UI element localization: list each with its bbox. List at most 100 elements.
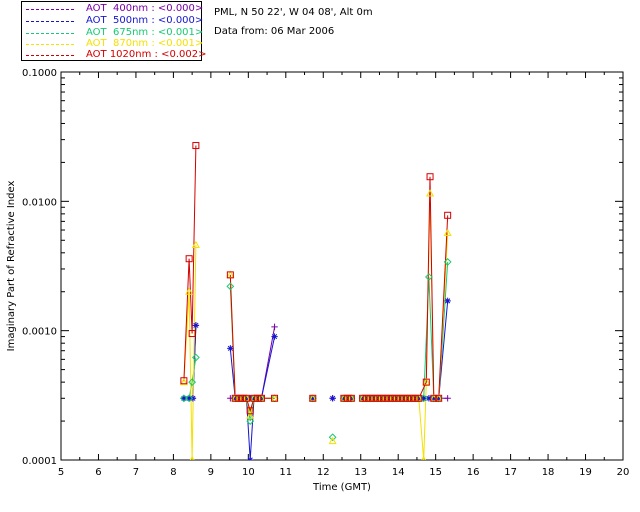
data-point (226, 282, 235, 291)
data-point (381, 394, 389, 402)
data-point (309, 394, 317, 402)
data-point (328, 433, 337, 442)
legend-label: AOT 870nm : <0.001> (86, 38, 204, 49)
data-point (444, 395, 451, 402)
x-tick-label: 20 (617, 467, 630, 478)
data-point (370, 394, 378, 402)
legend-line (26, 21, 74, 22)
plot-frame (60, 71, 624, 461)
data-point (185, 287, 194, 295)
legend-line (26, 44, 74, 45)
x-tick-label: 9 (208, 467, 214, 478)
data-point (180, 377, 188, 385)
y-tick-label: 0.0100 (22, 197, 57, 208)
data-point (309, 395, 316, 402)
x-tick-label: 6 (95, 467, 101, 478)
series-group (179, 142, 452, 460)
legend-item: AOT 500nm : <0.000> (26, 15, 204, 27)
data-point (415, 394, 423, 402)
y-tick-label: 0.1000 (22, 68, 57, 79)
data-point (435, 395, 442, 402)
data-point (340, 394, 348, 402)
data-point (231, 394, 239, 402)
x-tick-label: 17 (504, 467, 517, 478)
data-point (362, 394, 370, 402)
series-line (183, 145, 197, 381)
x-tick-label: 15 (429, 467, 442, 478)
y-axis-title: Imaginary Part of Refractive Index (6, 181, 17, 352)
data-point (226, 271, 234, 279)
data-point (359, 394, 367, 402)
data-point (443, 228, 452, 236)
data-point (271, 333, 278, 340)
legend-item: AOT 870nm : <0.001> (26, 38, 204, 50)
data-point (185, 394, 194, 403)
data-point (180, 395, 188, 402)
series-line (230, 326, 276, 399)
legend-item: AOT 400nm : <0.000> (26, 3, 203, 15)
data-point (329, 395, 336, 402)
legend-label: AOT 675nm : <0.001> (86, 27, 204, 38)
data-point (328, 436, 337, 445)
data-point (377, 394, 385, 402)
data-point (246, 411, 255, 419)
x-tick-label: 10 (242, 467, 255, 478)
data-point (426, 173, 434, 181)
data-point (250, 394, 258, 402)
y-tick-label: 0.0010 (22, 327, 57, 338)
y-tick-label: 0.0001 (22, 456, 57, 467)
series-line (229, 274, 275, 416)
site-info: PML, N 50 22', W 04 08', Alt 0m (214, 7, 373, 18)
data-point (443, 258, 452, 266)
data-point (444, 211, 452, 219)
data-point (185, 395, 193, 402)
series-line (362, 261, 449, 399)
data-point (242, 394, 250, 402)
data-point (425, 273, 433, 281)
data-point (188, 378, 197, 387)
x-tick-label: 14 (392, 467, 405, 478)
data-point (421, 455, 427, 460)
x-tick-label: 16 (467, 467, 480, 478)
x-tick-label: 5 (58, 467, 64, 478)
data-point (347, 394, 355, 402)
data-point (425, 189, 435, 197)
data-point (396, 394, 404, 402)
data-point (191, 240, 200, 249)
legend-label: AOT 1020nm : <0.002> (86, 49, 207, 60)
data-point (189, 455, 195, 460)
data-point (444, 297, 451, 305)
data-point (392, 394, 400, 402)
data-point (192, 322, 200, 329)
data-point (271, 323, 278, 331)
data-point (227, 345, 234, 352)
data-point (257, 394, 265, 402)
legend: AOT 400nm : <0.000> AOT 500nm : <0.000> … (21, 1, 206, 61)
data-point (254, 394, 262, 402)
series-line (229, 274, 275, 413)
data-point (404, 394, 412, 402)
data-point (239, 394, 247, 402)
x-tick-label: 13 (354, 467, 367, 478)
data-point (430, 394, 438, 402)
x-tick-label: 7 (133, 467, 139, 478)
data-point (420, 395, 427, 402)
data-point (425, 395, 433, 402)
data-point (246, 417, 255, 425)
x-tick-label: 18 (542, 467, 555, 478)
series-line (362, 300, 449, 399)
data-point (185, 255, 193, 263)
data-date: Data from: 06 Mar 2006 (214, 26, 335, 37)
data-point (246, 407, 254, 415)
legend-line (26, 9, 74, 10)
legend-label: AOT 500nm : <0.000> (86, 15, 204, 26)
series-line (362, 176, 449, 399)
legend-line (26, 33, 74, 34)
x-tick-label: 11 (279, 467, 292, 478)
data-point (422, 378, 430, 386)
data-point (192, 142, 200, 150)
legend-item: AOT 675nm : <0.001> (26, 27, 204, 39)
data-point (179, 394, 188, 403)
data-point (188, 330, 196, 338)
x-tick-label: 12 (317, 467, 330, 478)
